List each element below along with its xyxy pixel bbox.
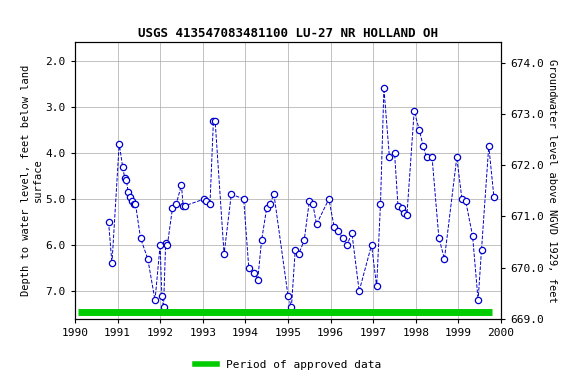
Title: USGS 413547083481100 LU-27 NR HOLLAND OH: USGS 413547083481100 LU-27 NR HOLLAND OH (138, 26, 438, 40)
Legend: Period of approved data: Period of approved data (191, 356, 385, 375)
Y-axis label: Depth to water level, feet below land
surface: Depth to water level, feet below land su… (21, 65, 43, 296)
Y-axis label: Groundwater level above NGVD 1929, feet: Groundwater level above NGVD 1929, feet (547, 59, 556, 302)
